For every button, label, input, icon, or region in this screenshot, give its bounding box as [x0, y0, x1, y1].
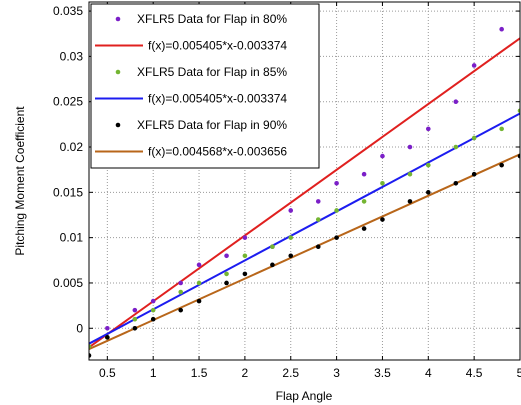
data-point: [89, 353, 92, 358]
data-point: [380, 180, 385, 186]
y-tick-label: 0.03: [60, 49, 84, 63]
plot-frame: [88, 1, 521, 361]
y-tick-label: 0.005: [53, 276, 83, 290]
y-tick-label: 0.015: [53, 185, 83, 199]
legend-box: [90, 3, 320, 169]
data-point: [334, 208, 339, 213]
legend-label: f(x)=0.005405*x-0.003374: [148, 39, 287, 53]
data-point: [361, 199, 367, 204]
data-point: [224, 253, 229, 259]
data-point: [361, 226, 367, 231]
data-point: [178, 280, 184, 286]
data-point: [196, 280, 202, 286]
x-tick-label: 5: [517, 366, 521, 380]
data-point: [132, 325, 138, 331]
data-point: [334, 180, 339, 186]
data-point: [178, 289, 184, 295]
data-point: [334, 235, 339, 240]
x-tick-label: 3: [333, 366, 340, 380]
data-point: [270, 262, 275, 268]
data-point: [315, 217, 321, 222]
data-point: [407, 144, 413, 150]
y-tick-label: 0.025: [53, 95, 83, 109]
data-point: [105, 335, 110, 340]
data-point: [150, 307, 156, 313]
data-point: [288, 208, 294, 213]
data-point: [132, 316, 138, 322]
data-point: [453, 180, 459, 186]
data-point: [471, 135, 477, 141]
x-axis-label: Flap Angle: [276, 389, 333, 403]
x-tick-label: 1.5: [191, 366, 208, 380]
y-tick-label: 0: [76, 321, 83, 335]
data-point: [361, 171, 367, 177]
legend-label: XFLR5 Data for Flap in 85%: [137, 65, 287, 79]
legend-marker: [115, 122, 121, 128]
legend: XFLR5 Data for Flap in 80% f(x)=0.005405*…: [90, 3, 320, 169]
data-point: [407, 199, 413, 204]
data-point: [224, 271, 229, 277]
data-point: [499, 26, 504, 32]
fit-line: [89, 153, 520, 351]
series-layer: [89, 26, 520, 358]
x-tick-label: 2.5: [282, 366, 299, 380]
data-point: [380, 153, 385, 159]
data-point: [453, 144, 459, 150]
data-point: [425, 162, 431, 168]
data-point: [517, 108, 520, 114]
y-tick-label: 0.02: [60, 140, 84, 154]
data-point: [380, 217, 385, 222]
data-point: [407, 171, 413, 177]
data-point: [453, 99, 459, 104]
data-point: [132, 307, 138, 313]
data-point: [315, 244, 321, 250]
data-point: [288, 253, 294, 259]
ticks: 0.5 1 1.5 2 2.5 3 3.5 4 4.5 5 0 0.005 0.01 0.015 0.02 0…: [53, 2, 521, 380]
legend-label: XFLR5 Data for Flap in 80%: [137, 12, 287, 26]
x-tick-label: 1: [150, 366, 157, 380]
data-point: [315, 199, 321, 204]
data-point: [224, 280, 229, 286]
data-point: [425, 190, 431, 195]
data-point: [288, 235, 294, 240]
data-point: [196, 262, 202, 268]
legend-marker: [115, 69, 121, 75]
data-point: [517, 153, 520, 159]
legend-marker: [115, 16, 121, 22]
data-point: [242, 253, 248, 259]
data-point: [105, 325, 110, 331]
legend-label: f(x)=0.004568*x-0.003656: [148, 145, 287, 159]
data-point: [270, 244, 275, 250]
x-tick-label: 2: [242, 366, 249, 380]
fit-line: [89, 112, 520, 345]
data-point: [89, 344, 92, 349]
x-tick-label: 3.5: [374, 366, 391, 380]
data-point: [471, 171, 477, 177]
data-point: [150, 298, 156, 304]
data-point: [499, 126, 504, 132]
data-point: [242, 271, 248, 277]
y-axis-label: Pitching Moment Coefficient: [13, 106, 27, 256]
clipped-series: [89, 26, 520, 358]
legend-label: XFLR5 Data for Flap in 90%: [137, 118, 287, 132]
y-tick-label: 0.035: [53, 4, 83, 18]
legend-label: f(x)=0.005405*x-0.003374: [148, 92, 287, 106]
fit-line: [89, 37, 520, 349]
data-point: [499, 162, 504, 168]
data-point: [471, 63, 477, 68]
data-point: [196, 298, 202, 304]
x-tick-label: 0.5: [99, 366, 116, 380]
data-point: [425, 126, 431, 132]
x-tick-label: 4: [425, 366, 432, 380]
x-tick-label: 4.5: [466, 366, 483, 380]
y-tick-label: 0.01: [60, 231, 84, 245]
data-point: [178, 307, 184, 313]
data-point: [242, 235, 248, 240]
data-point: [150, 316, 156, 322]
